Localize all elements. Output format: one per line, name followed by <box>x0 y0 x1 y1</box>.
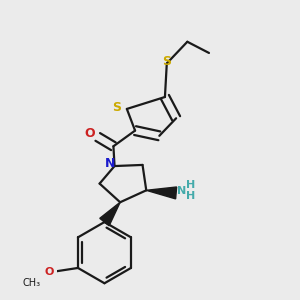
Text: O: O <box>44 267 54 277</box>
Polygon shape <box>100 202 120 226</box>
Text: S: S <box>112 100 121 114</box>
Text: O: O <box>84 127 95 140</box>
Text: H: H <box>186 191 195 201</box>
Text: H: H <box>186 181 195 190</box>
Text: CH₃: CH₃ <box>22 278 40 288</box>
Text: S: S <box>162 55 171 68</box>
Text: N: N <box>177 186 186 196</box>
Text: N: N <box>105 157 115 169</box>
Polygon shape <box>146 187 177 199</box>
